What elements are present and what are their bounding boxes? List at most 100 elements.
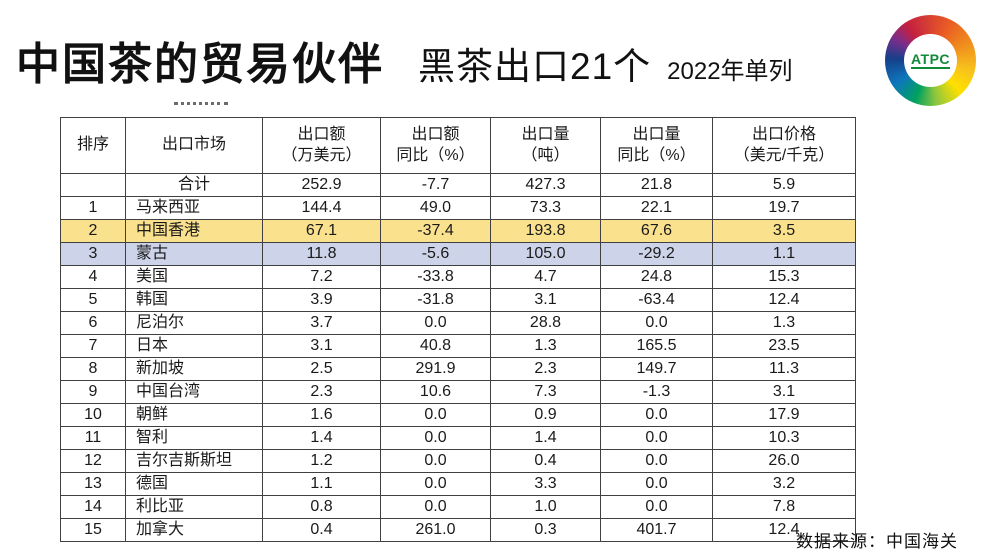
table-row: 10 朝鲜 1.6 0.0 0.9 0.0 17.9	[60, 403, 856, 427]
table-row: 7 日本 3.1 40.8 1.3 165.5 23.5	[60, 334, 856, 358]
page-title: 中国茶的贸易伙伴	[16, 40, 384, 89]
market-cell: 智利	[125, 426, 263, 450]
column-header: 出口量 同比（%）	[600, 117, 713, 174]
value-cell: 22.1	[600, 196, 713, 220]
value-cell: 261.0	[380, 518, 491, 542]
table-row: 1 马来西亚 144.4 49.0 73.3 22.1 19.7	[60, 196, 856, 220]
value-cell: 2.3	[490, 357, 601, 381]
rank-cell: 8	[60, 357, 126, 381]
table-row: 6 尼泊尔 3.7 0.0 28.8 0.0 1.3	[60, 311, 856, 335]
rank-cell: 4	[60, 265, 126, 289]
value-cell: 0.0	[600, 403, 713, 427]
value-cell: 0.0	[380, 311, 491, 335]
rank-cell: 13	[60, 472, 126, 496]
market-cell: 新加坡	[125, 357, 263, 381]
value-cell: 0.0	[380, 449, 491, 473]
value-cell: 67.1	[262, 219, 381, 243]
rank-cell: 5	[60, 288, 126, 312]
value-cell: 0.0	[600, 426, 713, 450]
value-cell: 0.0	[600, 472, 713, 496]
value-cell: 165.5	[600, 334, 713, 358]
value-cell: 12.4	[712, 518, 856, 542]
table-row: 12 吉尔吉斯斯坦 1.2 0.0 0.4 0.0 26.0	[60, 449, 856, 473]
table-header: 排序 出口市场 出口额 （万美元） 出口额 同比（%） 出口量 （吨） 出口量 同比（%） 出口价格…	[60, 117, 856, 174]
value-cell: 0.0	[600, 311, 713, 335]
value-cell: 3.1	[712, 380, 856, 404]
table-row: 14 利比亚 0.8 0.0 1.0 0.0 7.8	[60, 495, 856, 519]
value-cell: 49.0	[380, 196, 491, 220]
table-row: 9 中国台湾 2.3 10.6 7.3 -1.3 3.1	[60, 380, 856, 404]
value-cell: 0.4	[262, 518, 381, 542]
rank-cell	[60, 173, 126, 197]
value-cell: -37.4	[380, 219, 491, 243]
atpc-logo-center: ATPC	[904, 34, 957, 87]
market-cell: 马来西亚	[125, 196, 263, 220]
value-cell: 1.3	[490, 334, 601, 358]
value-cell: 26.0	[712, 449, 856, 473]
value-cell: 10.3	[712, 426, 856, 450]
rank-cell: 9	[60, 380, 126, 404]
table-row: 2 中国香港 67.1 -37.4 193.8 67.6 3.5	[60, 219, 856, 243]
market-cell: 蒙古	[125, 242, 263, 266]
table-row: 13 德国 1.1 0.0 3.3 0.0 3.2	[60, 472, 856, 496]
rank-cell: 15	[60, 518, 126, 542]
value-cell: 28.8	[490, 311, 601, 335]
value-cell: 23.5	[712, 334, 856, 358]
table-row: 5 韩国 3.9 -31.8 3.1 -63.4 12.4	[60, 288, 856, 312]
market-cell: 利比亚	[125, 495, 263, 519]
value-cell: 24.8	[600, 265, 713, 289]
rank-cell: 6	[60, 311, 126, 335]
value-cell: 1.0	[490, 495, 601, 519]
total-row: 合计 252.9 -7.7 427.3 21.8 5.9	[60, 173, 856, 197]
value-cell: 291.9	[380, 357, 491, 381]
value-cell: 11.8	[262, 242, 381, 266]
page-subtitle: 黑茶出口21个	[418, 46, 652, 87]
value-cell: 1.6	[262, 403, 381, 427]
title-bar: 中国茶的贸易伙伴 黑茶出口21个 2022年单列	[16, 28, 876, 92]
value-cell: -31.8	[380, 288, 491, 312]
atpc-logo-icon: ATPC	[885, 15, 976, 106]
market-cell: 合计	[125, 173, 263, 197]
value-cell: 12.4	[712, 288, 856, 312]
market-cell: 德国	[125, 472, 263, 496]
value-cell: 3.7	[262, 311, 381, 335]
value-cell: -33.8	[380, 265, 491, 289]
value-cell: 1.2	[262, 449, 381, 473]
value-cell: 7.2	[262, 265, 381, 289]
value-cell: 144.4	[262, 196, 381, 220]
table-row: 3 蒙古 11.8 -5.6 105.0 -29.2 1.1	[60, 242, 856, 266]
value-cell: 40.8	[380, 334, 491, 358]
value-cell: 401.7	[600, 518, 713, 542]
column-header: 出口额 （万美元）	[262, 117, 381, 174]
value-cell: 1.4	[262, 426, 381, 450]
value-cell: 3.1	[490, 288, 601, 312]
market-cell: 朝鲜	[125, 403, 263, 427]
value-cell: 3.1	[262, 334, 381, 358]
atpc-logo-text: ATPC	[910, 51, 951, 70]
subtitle-note: 2022年单列	[667, 58, 793, 85]
value-cell: 105.0	[490, 242, 601, 266]
value-cell: -63.4	[600, 288, 713, 312]
value-cell: 10.6	[380, 380, 491, 404]
value-cell: -1.3	[600, 380, 713, 404]
value-cell: 0.0	[380, 495, 491, 519]
market-cell: 尼泊尔	[125, 311, 263, 335]
data-source: 数据来源：中国海关	[796, 532, 958, 551]
rank-cell: 12	[60, 449, 126, 473]
rank-cell: 14	[60, 495, 126, 519]
column-header: 出口价格 （美元/千克）	[712, 117, 856, 174]
value-cell: -7.7	[380, 173, 491, 197]
value-cell: 427.3	[490, 173, 601, 197]
value-cell: 2.5	[262, 357, 381, 381]
value-cell: 0.0	[380, 426, 491, 450]
value-cell: -29.2	[600, 242, 713, 266]
value-cell: 17.9	[712, 403, 856, 427]
rank-cell: 1	[60, 196, 126, 220]
market-cell: 加拿大	[125, 518, 263, 542]
value-cell: 149.7	[600, 357, 713, 381]
value-cell: 0.8	[262, 495, 381, 519]
rank-cell: 3	[60, 242, 126, 266]
value-cell: -5.6	[380, 242, 491, 266]
value-cell: 3.5	[712, 219, 856, 243]
